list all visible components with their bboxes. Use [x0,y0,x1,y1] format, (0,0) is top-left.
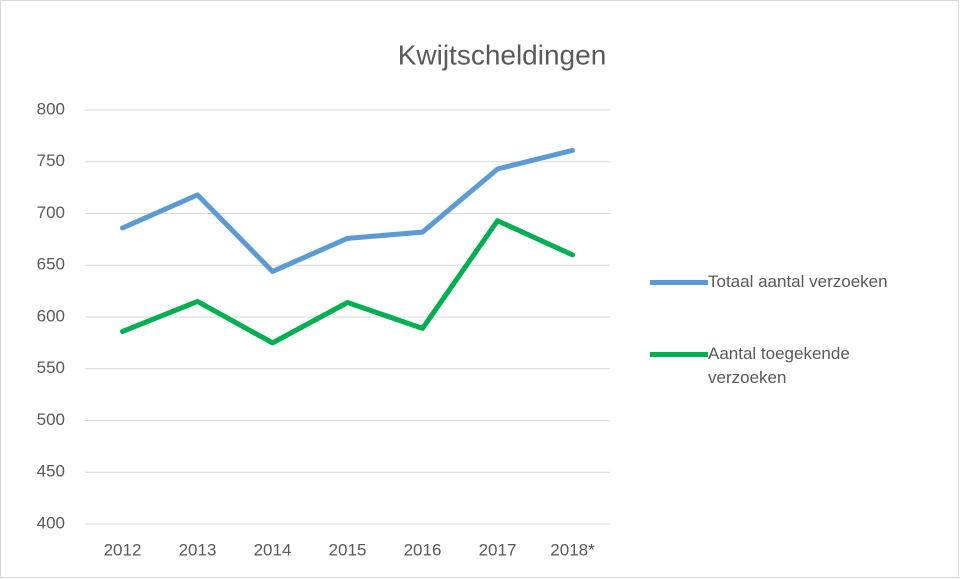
y-tick-label: 800 [37,99,65,118]
x-tick-label: 2016 [404,540,442,559]
y-tick-label: 450 [37,462,65,481]
y-tick-label: 700 [37,203,65,222]
chart-title: Kwijtscheldingen [398,39,607,70]
y-tick-label: 550 [37,358,65,377]
y-tick-label: 400 [37,513,65,532]
y-tick-label: 500 [37,410,65,429]
x-tick-label: 2013 [179,540,217,559]
x-tick-label: 2017 [479,540,517,559]
data-line [120,218,575,346]
y-tick-label: 600 [37,306,65,325]
x-tick-label: 2012 [104,540,142,559]
y-tick-label: 650 [37,255,65,274]
data-line [120,147,575,274]
legend-label: Totaal aantal verzoeken [708,272,888,291]
x-tick-label: 2018* [550,540,595,559]
x-tick-label: 2015 [329,540,367,559]
legend-swatch [650,352,708,357]
legend-item: Aantal toegekende verzoeken [650,342,950,390]
x-tick-label: 2014 [254,540,292,559]
y-tick-label: 750 [37,151,65,170]
legend-item: Totaal aantal verzoeken [650,270,950,294]
legend-swatch [650,280,708,285]
legend-label: Aantal toegekende verzoeken [708,344,850,387]
